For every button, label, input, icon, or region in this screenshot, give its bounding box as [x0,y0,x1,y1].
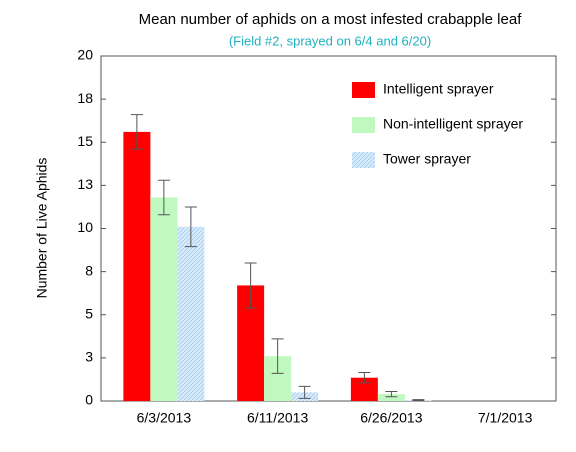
y-tick-label: 3 [85,349,93,365]
x-tick-label: 6/26/2013 [360,410,422,426]
y-tick-label: 18 [77,90,93,106]
error-bar [271,338,284,374]
chart-subtitle: (Field #2, sprayed on 6/4 and 6/20) [229,33,431,48]
error-bar [298,385,311,399]
bar [350,377,378,401]
error-bar [244,262,257,309]
bar [150,197,178,401]
bar [177,226,205,401]
bar [377,394,405,401]
error-bar [130,114,143,150]
legend-swatch [352,82,375,98]
error-bar [385,391,398,398]
legend-label: Non-intelligent sprayer [383,116,523,132]
legend-label: Intelligent sprayer [383,81,494,97]
y-tick-label: 15 [77,133,93,149]
legend-swatch [352,117,375,133]
y-tick-label: 13 [77,176,93,192]
chart-title: Mean number of aphids on a most infested… [139,11,523,28]
bar [123,131,151,401]
error-bar [184,206,197,248]
y-axis-label: Number of Live Aphids [34,158,50,299]
y-tick-label: 20 [77,47,93,63]
x-tick-label: 6/3/2013 [137,410,192,426]
x-tick-label: 7/1/2013 [478,410,533,426]
y-tick-label: 5 [85,305,93,321]
y-tick-label: 8 [85,262,93,278]
y-tick-label: 10 [77,219,93,235]
error-bar [358,372,371,384]
legend-swatch [352,152,375,168]
error-bar [157,179,170,216]
legend-label: Tower sprayer [383,151,471,167]
error-bar [412,399,425,402]
y-tick-label: 0 [85,392,93,408]
x-tick-label: 6/11/2013 [247,410,308,426]
